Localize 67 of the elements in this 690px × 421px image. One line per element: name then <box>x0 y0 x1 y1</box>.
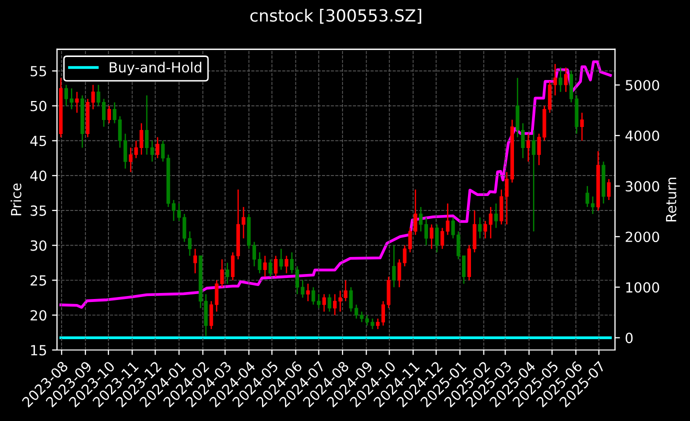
y2-axis-title: Return <box>666 178 676 222</box>
candlestick <box>398 258 402 288</box>
y2-tick-label: 4000 <box>625 130 660 142</box>
y2-tick-label: 5000 <box>626 80 660 90</box>
candlestick <box>440 227 444 250</box>
candlestick <box>230 252 235 281</box>
candlestick <box>590 196 595 215</box>
candlestick <box>532 130 536 232</box>
y-tick-label: 45 <box>30 136 46 146</box>
candlestick <box>193 248 197 274</box>
candlestick <box>392 244 396 288</box>
y-tick-label: 25 <box>30 275 46 286</box>
candlestick <box>322 294 326 312</box>
candlestick <box>483 220 488 239</box>
candlestick <box>107 105 112 124</box>
y-tick-label: 50 <box>30 100 46 112</box>
y2-tick-label: 2000 <box>626 232 660 242</box>
chart-title: cnstock [300553.SZ] <box>250 8 422 24</box>
candlestick <box>252 241 256 267</box>
candlestick <box>300 280 304 298</box>
y2-tick-label: 1000 <box>626 282 660 293</box>
candlestick <box>156 136 160 159</box>
candlestick <box>419 206 423 232</box>
candlestick <box>494 202 498 229</box>
candlestick <box>284 255 288 274</box>
candlestick <box>446 202 450 236</box>
candlestick <box>279 248 283 270</box>
candlestick <box>607 178 611 201</box>
candlestick <box>290 252 294 274</box>
candlestick <box>263 255 267 278</box>
candlestick <box>144 94 149 156</box>
candlestick <box>150 140 154 162</box>
y2-tick-label: 3000 <box>626 181 660 192</box>
candlestick <box>526 133 530 162</box>
candlestick <box>268 258 272 278</box>
candlestick <box>564 66 568 92</box>
y-tick-label: 40 <box>30 170 46 182</box>
candlestick <box>274 255 278 278</box>
legend-label: Buy-and-Hold <box>110 62 202 76</box>
y-tick-label: 20 <box>30 310 46 321</box>
candlestick <box>435 224 439 253</box>
candlestick <box>430 224 434 250</box>
candlestick <box>488 206 492 239</box>
candlestick <box>580 112 584 142</box>
candlestick <box>376 318 380 330</box>
candlestick <box>586 185 590 208</box>
candlestick <box>553 63 557 96</box>
candlestick <box>75 91 79 114</box>
candlestick <box>258 252 262 274</box>
candlestick <box>558 66 562 92</box>
y-tick-label: 30 <box>30 240 46 251</box>
y-axis-title: Price <box>10 183 22 216</box>
candlestick <box>306 283 310 302</box>
candlestick <box>424 216 428 246</box>
candlestick <box>328 294 332 312</box>
y-tick-label: 55 <box>30 66 46 76</box>
candlestick <box>316 294 321 309</box>
candlestick <box>226 262 230 284</box>
candlestick <box>312 286 316 306</box>
line-series <box>59 60 612 309</box>
y-tick-label: 35 <box>30 205 46 216</box>
candlestick <box>209 300 214 330</box>
y2-tick-label: 0 <box>626 332 633 344</box>
candlestick <box>295 266 300 295</box>
candlestick <box>478 216 482 239</box>
y-tick-label: 15 <box>31 345 46 356</box>
candlestick <box>333 294 337 316</box>
